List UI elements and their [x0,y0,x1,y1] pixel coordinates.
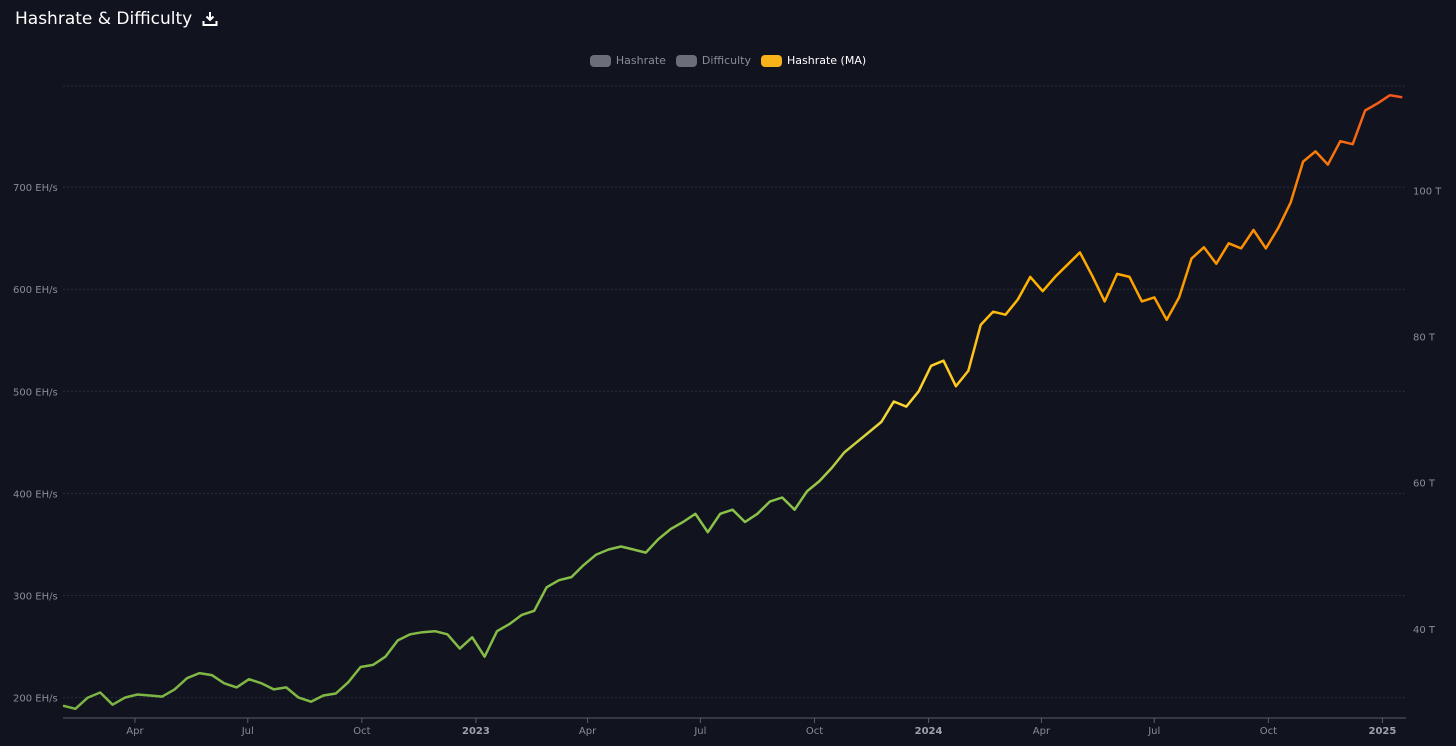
y-tick-label-right: 80 T [1413,332,1436,343]
y-tick-label-right: 40 T [1413,625,1436,636]
legend-item-difficulty[interactable]: Difficulty [675,54,751,67]
chart-header: Hashrate & Difficulty [15,9,218,29]
x-tick-label: Jul [693,726,706,737]
legend-swatch [675,54,697,67]
legend-swatch [760,54,782,67]
y-tick-label-left: 200 EH/s [13,694,58,705]
legend-item-hashrate-ma[interactable]: Hashrate (MA) [760,54,867,67]
y-tick-label-left: 300 EH/s [13,591,58,602]
x-tick-label: 2025 [1369,726,1397,737]
legend-swatch [589,54,611,67]
legend-item-hashrate[interactable]: Hashrate [589,54,666,67]
x-tick-label: Jul [241,726,254,737]
x-tick-label: Oct [1260,726,1277,737]
x-tick-label: 2023 [462,726,490,737]
x-tick-label: Oct [806,726,823,737]
y-tick-label-left: 400 EH/s [13,489,58,500]
y-tick-label-left: 600 EH/s [13,285,58,296]
y-tick-label-right: 60 T [1413,479,1436,490]
legend-label: Hashrate [615,54,666,67]
x-tick-label: Jul [1147,726,1160,737]
y-tick-label-left: 500 EH/s [13,387,58,398]
series-line-hashrate-ma [62,93,1403,711]
x-tick-label: Apr [1033,726,1051,737]
x-tick-label: Apr [126,726,144,737]
chart-title: Hashrate & Difficulty [15,9,193,29]
y-tick-label-right: 100 T [1413,186,1442,197]
x-tick-label: Apr [579,726,597,737]
legend-label: Hashrate (MA) [786,54,867,67]
x-tick-label: 2024 [915,726,943,737]
legend-label: Difficulty [701,54,751,67]
y-tick-label-left: 700 EH/s [13,183,58,194]
legend: Hashrate Difficulty Hashrate (MA) [0,54,1456,67]
download-icon[interactable] [202,11,218,27]
x-tick-label: Oct [353,726,370,737]
